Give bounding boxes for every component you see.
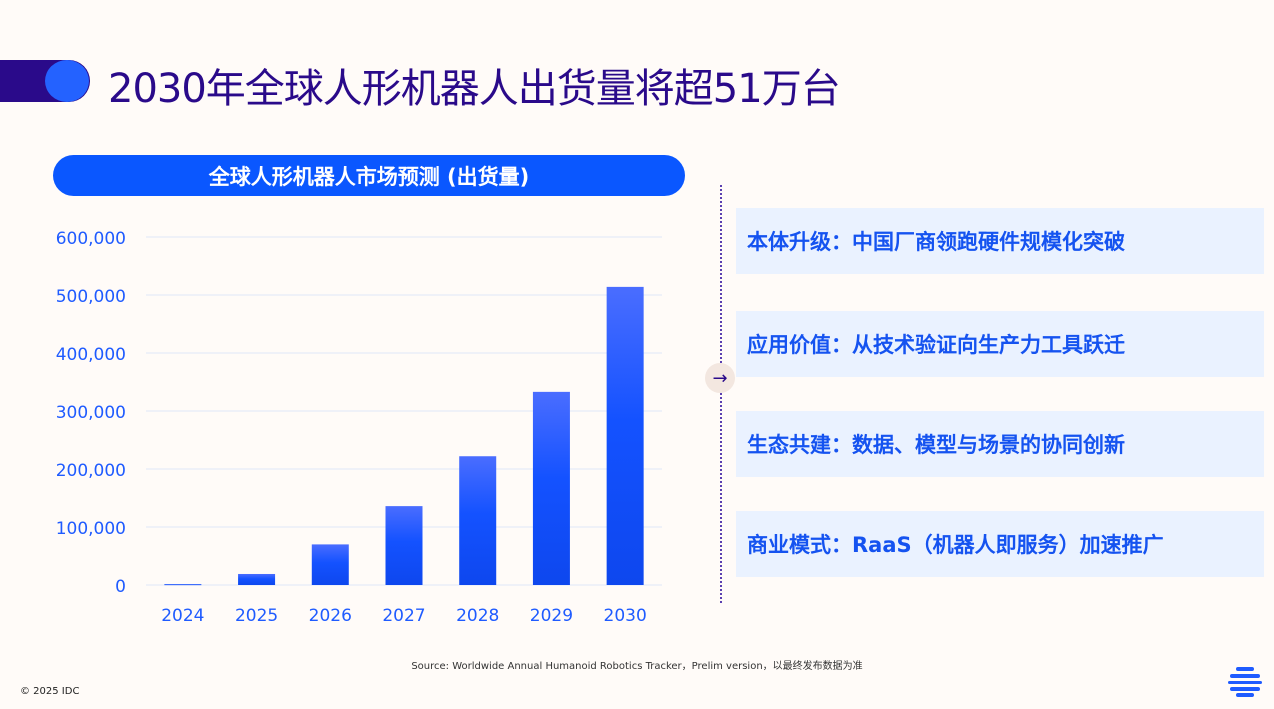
- bar-2030: [606, 286, 644, 585]
- y-tick-label: 500,000: [56, 287, 126, 307]
- y-tick-label: 0: [115, 577, 126, 597]
- x-tick-label: 2027: [382, 606, 425, 626]
- bar-2026: [311, 544, 349, 585]
- idc-logo-icon: [1228, 667, 1262, 697]
- x-tick-label: 2024: [161, 606, 204, 626]
- chart-title: 全球人形机器人市场预测 (出货量): [53, 155, 685, 196]
- y-tick-label: 200,000: [56, 461, 126, 481]
- y-tick-label: 400,000: [56, 345, 126, 365]
- dotted-divider: [720, 185, 722, 603]
- source-note: Source: Worldwide Annual Humanoid Roboti…: [411, 661, 863, 672]
- x-tick-label: 2029: [530, 606, 573, 626]
- y-tick-label: 300,000: [56, 403, 126, 423]
- title-accent-dot: [45, 60, 89, 102]
- page-title: 2030年全球人形机器人出货量将超51万台: [108, 66, 841, 112]
- bar-2029: [532, 391, 570, 585]
- highlight-card: 本体升级：中国厂商领跑硬件规模化突破: [736, 208, 1264, 274]
- y-tick-label: 100,000: [56, 519, 126, 539]
- x-tick-label: 2026: [309, 606, 352, 626]
- x-tick-label: 2030: [604, 606, 647, 626]
- bar-chart: 0 100,000 200,000 300,000 400,000 500,000 600,…: [56, 229, 662, 626]
- arrow-right-icon: →: [705, 363, 735, 393]
- bar-2024: [164, 584, 202, 586]
- y-tick-label: 600,000: [56, 229, 126, 249]
- highlight-card: 生态共建：数据、模型与场景的协同创新: [736, 411, 1264, 477]
- copyright: © 2025 IDC: [20, 686, 80, 697]
- bar-2025: [238, 573, 276, 585]
- bar-2027: [385, 506, 423, 585]
- highlight-card: 应用价值：从技术验证向生产力工具跃迁: [736, 311, 1264, 377]
- x-tick-label: 2025: [235, 606, 278, 626]
- bar-2028: [459, 456, 497, 585]
- x-tick-label: 2028: [456, 606, 499, 626]
- highlight-card: 商业模式：RaaS（机器人即服务）加速推广: [736, 511, 1264, 577]
